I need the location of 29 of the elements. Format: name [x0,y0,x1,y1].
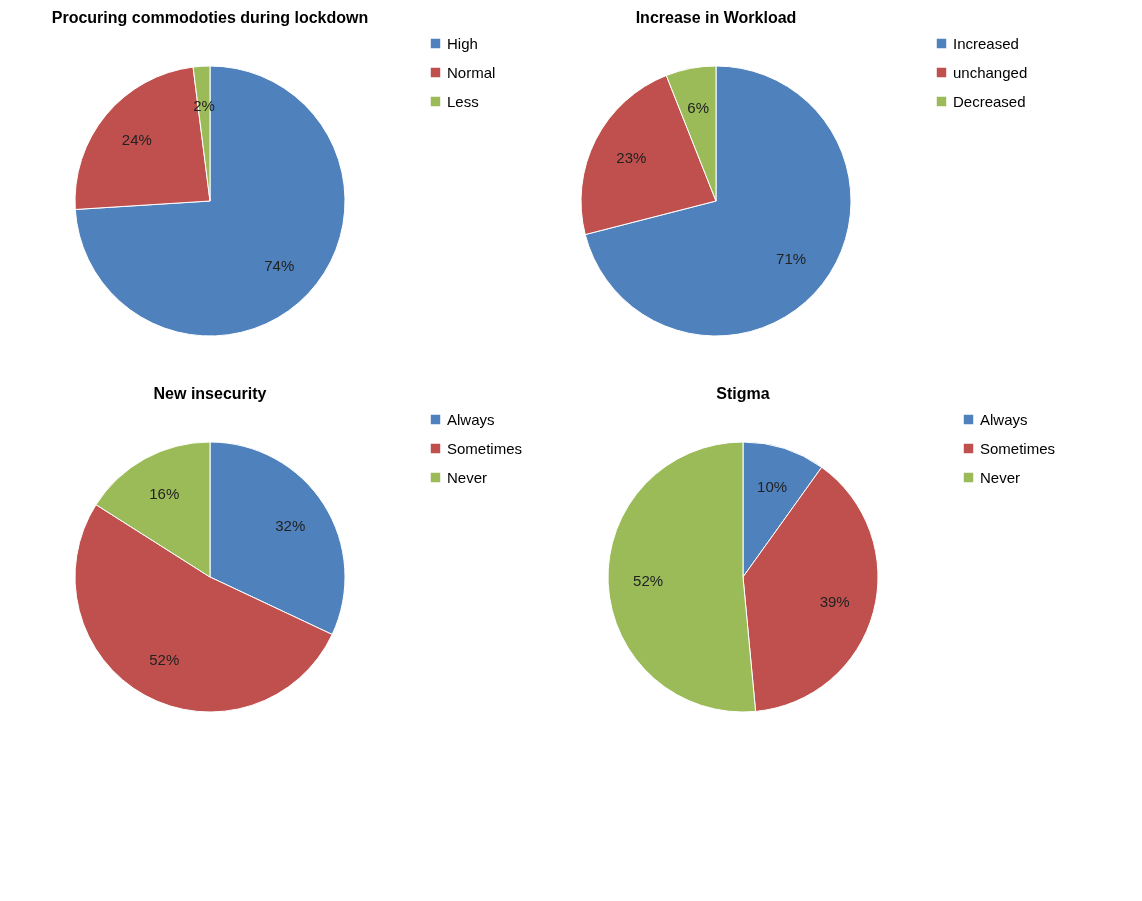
data-label: 39% [819,592,850,610]
legend-label: Always [980,410,1028,428]
data-label: 52% [633,572,664,590]
legend-label: Sometimes [980,439,1056,457]
data-label: 71% [776,250,807,268]
legend-label: Decreased [953,92,1026,110]
legend-label: Always [447,410,495,428]
legend-label: Less [447,92,479,110]
pie-slice [74,65,346,337]
data-label: 32% [275,517,306,535]
legend-label: High [447,34,478,52]
data-label: 6% [687,98,710,116]
legend-label: unchanged [953,63,1028,81]
legend-label: Normal [447,63,496,81]
chart-title: Increase in Workload [635,9,797,26]
data-label: 10% [757,477,788,495]
chart-title: New insecurity [153,385,267,402]
pie-slice [584,65,852,337]
chart-title: Procuring commodoties during lockdown [51,9,369,26]
data-label: 24% [121,131,152,149]
legend-label: Never [447,468,488,486]
data-label: 23% [616,148,647,166]
data-label: 74% [264,257,295,275]
legend-label: Sometimes [447,439,523,457]
legend-label: Never [980,468,1021,486]
data-label: 52% [149,651,180,669]
legend-label: Increased [953,34,1019,52]
data-label: 16% [149,484,180,502]
chart-title: Stigma [716,385,770,402]
